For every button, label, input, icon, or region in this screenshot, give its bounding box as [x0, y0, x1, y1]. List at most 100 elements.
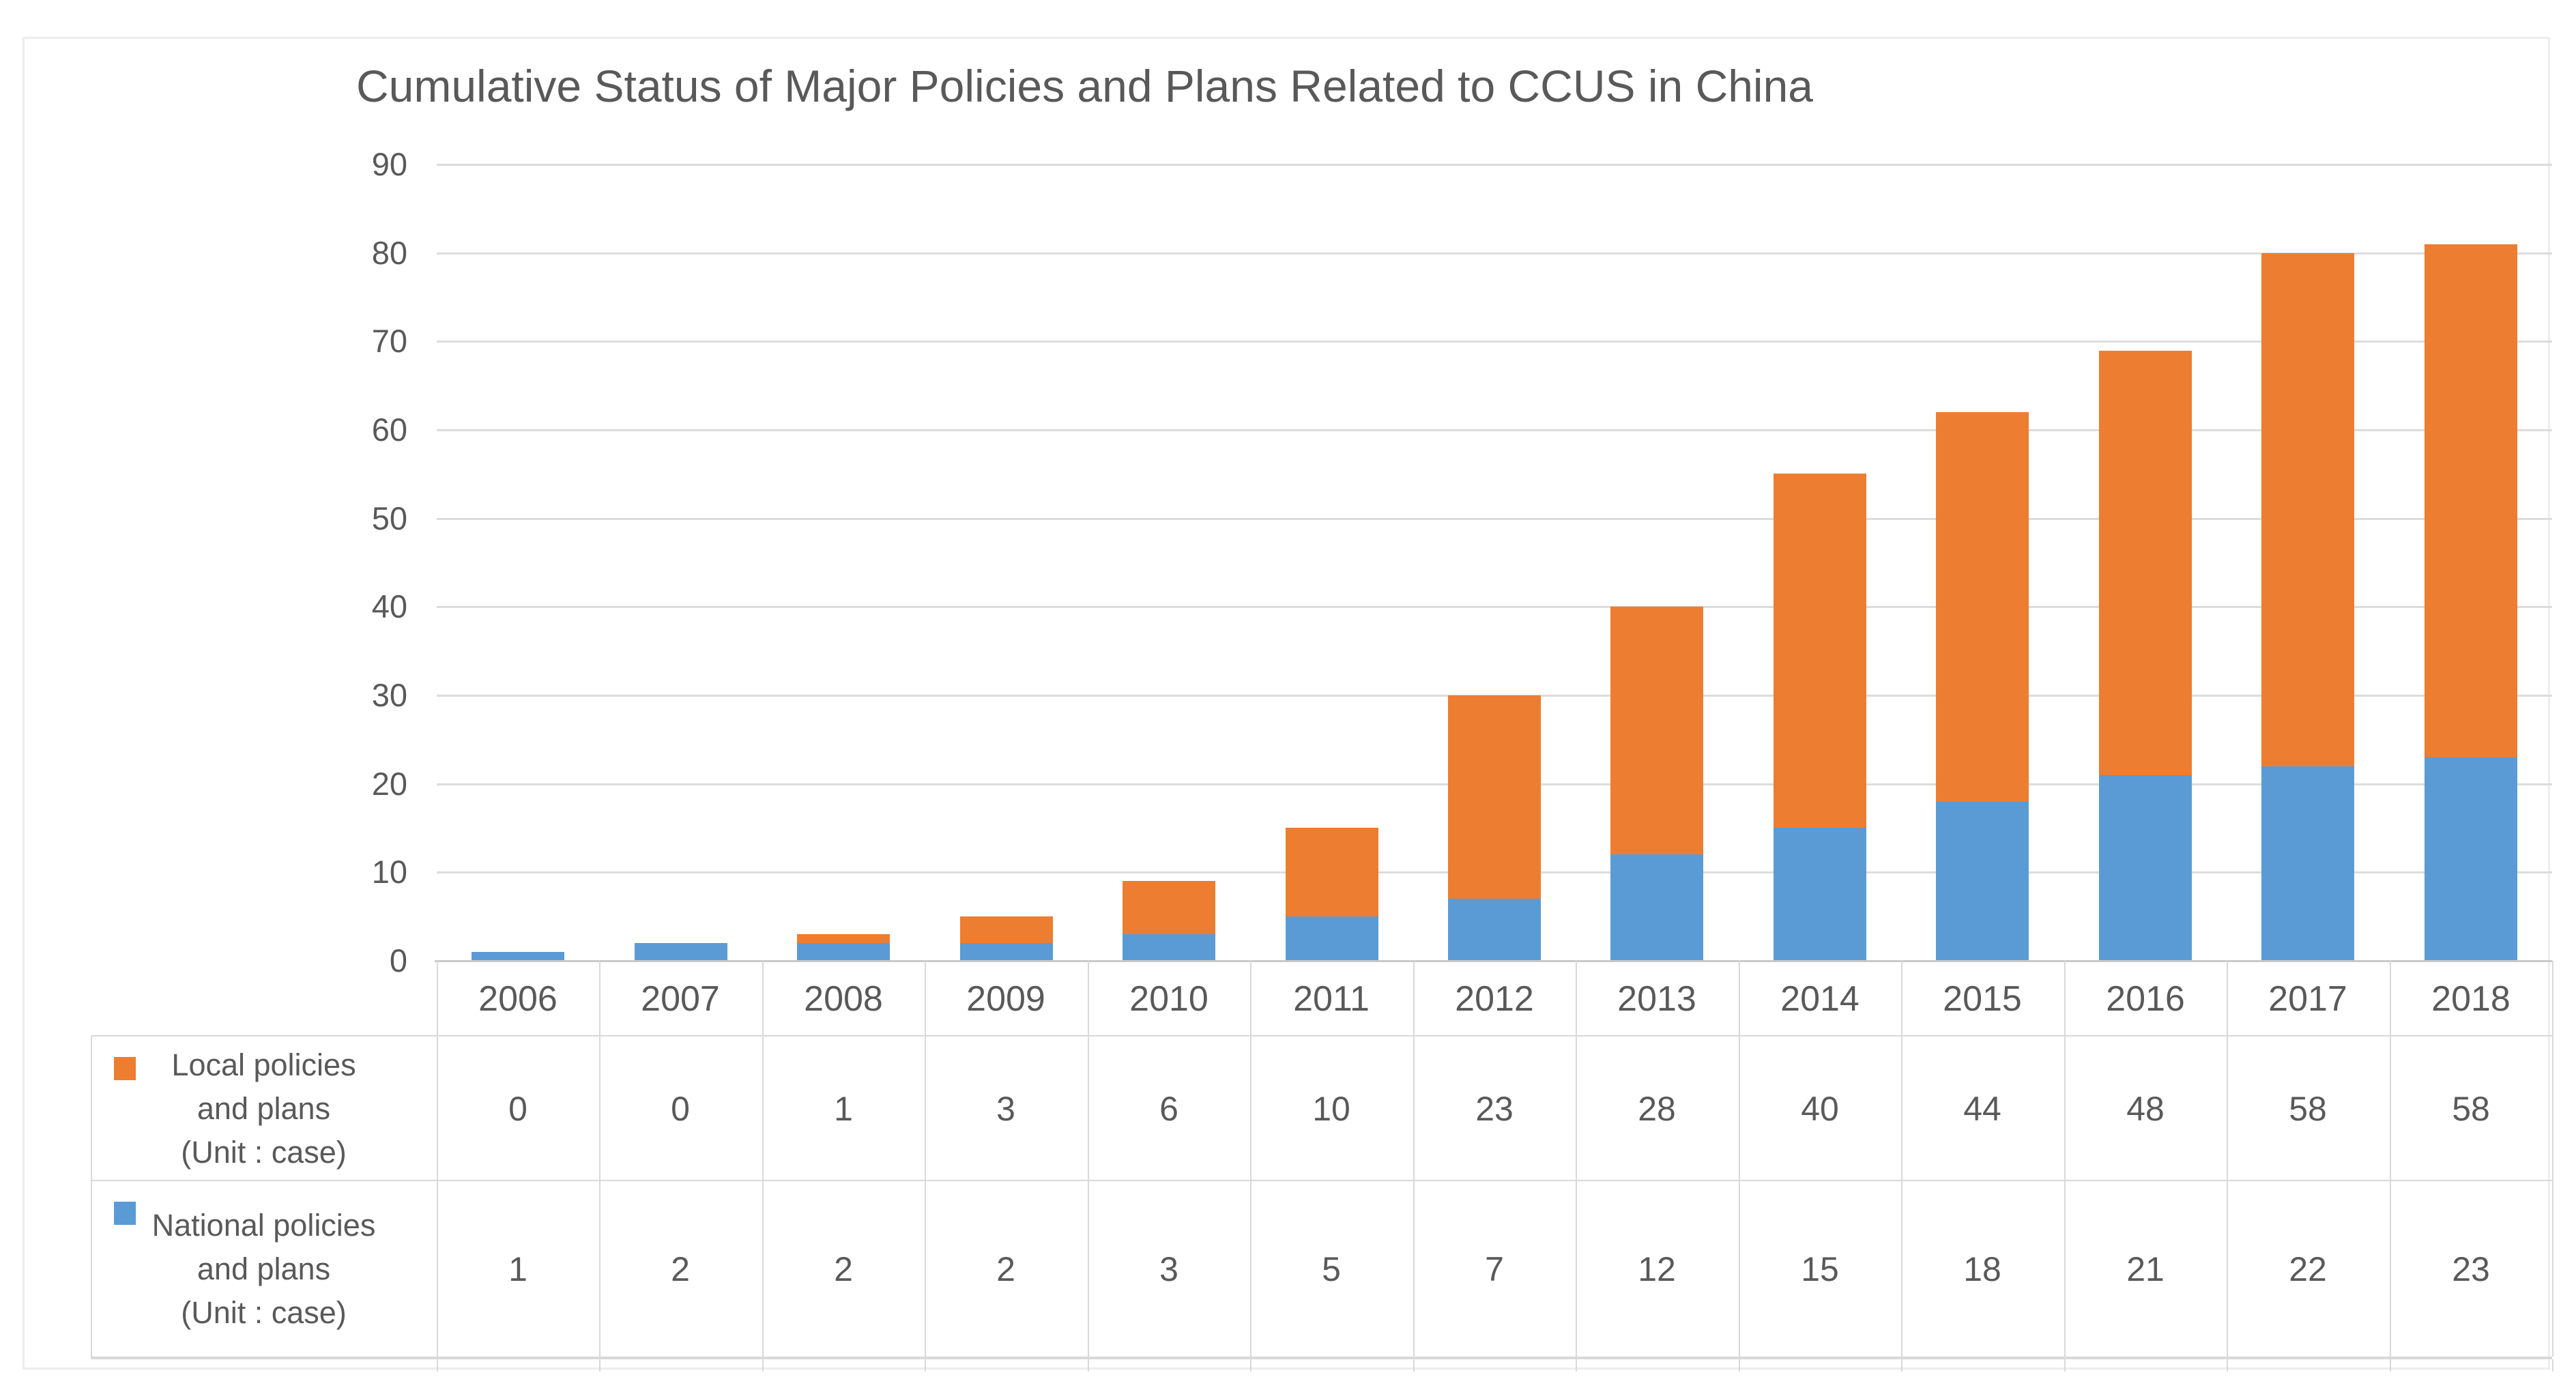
y-axis-tick-label: 90 — [371, 146, 407, 182]
table-value-cell: 1 — [834, 1090, 853, 1128]
table-value-cell: 21 — [2126, 1249, 2165, 1288]
table-value-cell: 22 — [2289, 1249, 2327, 1288]
legend-label-line: (Unit : case) — [181, 1295, 347, 1330]
y-axis-tick-label: 40 — [371, 588, 407, 624]
bar-segment-local — [797, 934, 890, 943]
table-column-border — [1576, 961, 1577, 1357]
table-value-cell: 7 — [1485, 1249, 1504, 1288]
table-column-border — [1739, 961, 1740, 1357]
table-column-border — [599, 961, 600, 1357]
legend-swatch-national — [114, 1202, 136, 1225]
table-value-cell: 1 — [508, 1249, 527, 1288]
table-value-cell: 0 — [508, 1090, 527, 1128]
chart-title: Cumulative Status of Major Policies and … — [356, 61, 1814, 111]
table-value-cell: 23 — [1475, 1090, 1514, 1128]
legend-cell: National policies and plans (Unit : case) — [91, 1181, 437, 1357]
legend-swatch-local — [114, 1057, 136, 1080]
y-axis-tick-label: 80 — [371, 235, 407, 271]
bar-segment-national — [2425, 757, 2517, 961]
y-gridline — [437, 518, 2552, 520]
table-column-border — [925, 961, 926, 1357]
table-value-cell: 3 — [996, 1090, 1015, 1128]
bar-segment-national — [1936, 802, 2029, 961]
y-gridline — [437, 606, 2552, 608]
axis-tick-mark — [925, 1359, 926, 1372]
table-value-cell: 10 — [1312, 1090, 1350, 1128]
year-cell: 2016 — [2106, 979, 2185, 1019]
year-cell: 2010 — [1129, 979, 1209, 1019]
axis-tick-mark — [762, 1359, 764, 1372]
table-value-cell: 44 — [1963, 1090, 2001, 1128]
table-left-border — [91, 1037, 92, 1357]
table-value-cell: 58 — [2452, 1090, 2490, 1128]
bar-segment-local — [1286, 828, 1378, 916]
year-cell: 2008 — [804, 979, 883, 1019]
y-axis-tick-label: 70 — [371, 323, 407, 359]
table-value-cell: 5 — [1322, 1249, 1341, 1288]
year-cell: 2011 — [1293, 979, 1370, 1019]
axis-tick-mark — [1250, 1359, 1251, 1372]
y-axis-tick-label: 0 — [389, 942, 407, 979]
table-value-cell: 28 — [1638, 1090, 1676, 1128]
bar-segment-national — [960, 943, 1053, 961]
year-cell: 2013 — [1617, 979, 1696, 1019]
bar-segment-national — [1286, 916, 1378, 961]
y-axis-tick-label: 50 — [371, 500, 407, 536]
y-gridline — [437, 429, 2552, 431]
y-gridline — [437, 341, 2552, 343]
axis-tick-mark — [2552, 1359, 2553, 1372]
table-value-cell: 6 — [1159, 1090, 1178, 1128]
bar-segment-national — [2261, 766, 2354, 961]
bar-segment-national — [1610, 854, 1703, 961]
year-cell: 2017 — [2268, 979, 2347, 1019]
table-value-cell: 58 — [2289, 1090, 2327, 1128]
table-column-border — [1413, 961, 1415, 1357]
axis-tick-mark — [1576, 1359, 1577, 1372]
table-value-cell: 15 — [1801, 1249, 1839, 1288]
year-cell: 2009 — [966, 979, 1045, 1019]
bar-segment-national — [797, 943, 890, 961]
year-cell: 2007 — [641, 979, 720, 1019]
y-axis-tick-label: 30 — [371, 677, 407, 713]
table-column-border — [2552, 961, 2553, 1357]
bar-segment-local — [2425, 244, 2517, 757]
table-column-border — [2064, 961, 2066, 1357]
year-cell: 2018 — [2431, 979, 2510, 1019]
axis-tick-mark — [437, 1359, 438, 1372]
bar-segment-local — [2261, 253, 2354, 766]
bar-segment-national — [635, 943, 727, 961]
table-column-border — [1088, 961, 1089, 1357]
bar-segment-local — [1448, 695, 1541, 899]
table-column-border — [1901, 961, 1902, 1357]
bar-segment-national — [1448, 899, 1541, 961]
table-value-cell: 3 — [1159, 1249, 1178, 1288]
legend-label-line: Local policies — [171, 1047, 356, 1082]
table-value-cell: 40 — [1801, 1090, 1839, 1128]
axis-tick-mark — [2390, 1359, 2391, 1372]
bar-segment-local — [1123, 881, 1215, 934]
year-cell: 2012 — [1455, 979, 1534, 1019]
bar-segment-local — [2099, 351, 2192, 775]
table-column-border — [762, 961, 764, 1357]
year-cell: 2006 — [478, 979, 558, 1019]
y-axis-tick-label: 20 — [371, 766, 407, 802]
bar-segment-national — [2099, 775, 2192, 961]
table-column-border — [2227, 961, 2228, 1357]
legend-label-line: and plans — [197, 1251, 331, 1286]
axis-tick-mark — [2064, 1359, 2066, 1372]
legend-label-line: (Unit : case) — [181, 1135, 347, 1170]
table-row-divider — [91, 1180, 2552, 1181]
bar-segment-local — [1610, 607, 1703, 854]
axis-tick-mark — [1413, 1359, 1415, 1372]
bar-segment-national — [472, 952, 564, 961]
table-bottom-line — [91, 1357, 2552, 1359]
bar-segment-national — [1123, 934, 1215, 961]
axis-tick-mark — [1088, 1359, 1089, 1372]
bar-segment-national — [1774, 828, 1866, 961]
axis-tick-mark — [1739, 1359, 1740, 1372]
x-axis-line — [435, 960, 2552, 962]
table-value-cell: 2 — [671, 1249, 690, 1288]
